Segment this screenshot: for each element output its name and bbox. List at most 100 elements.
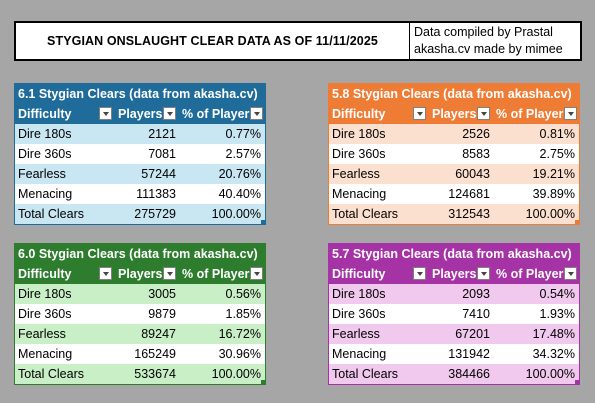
header-players[interactable]: Players [429,264,493,284]
cell-difficulty[interactable]: Dire 360s [332,307,386,321]
header-difficulty[interactable]: Difficulty [15,104,115,124]
table-header-row: Difficulty Players % of Players [329,104,579,124]
table-title[interactable]: 5.7 Stygian Clears (data from akasha.cv) [329,244,579,264]
cell-difficulty[interactable]: Menacing [332,347,387,361]
cell-difficulty[interactable]: Dire 360s [18,147,72,161]
cell-players[interactable]: 3005 [148,287,176,301]
cell-players[interactable]: 165249 [134,347,176,361]
cell-difficulty[interactable]: Fearless [332,327,380,341]
cell-players[interactable]: 60043 [455,167,490,181]
cell-difficulty[interactable]: Total Clears [18,207,84,221]
filter-dropdown-icon[interactable] [250,107,263,120]
header-percent[interactable]: % of Players [493,104,579,124]
cell-players[interactable]: 2093 [462,287,490,301]
cell-difficulty[interactable]: Total Clears [332,207,398,221]
cell-percent[interactable]: 1.93% [539,307,575,321]
cell-difficulty[interactable]: Fearless [18,167,66,181]
filter-dropdown-icon[interactable] [163,107,176,120]
filter-dropdown-icon[interactable] [477,267,490,280]
cell-players[interactable]: 384466 [448,367,490,381]
cell-difficulty[interactable]: Dire 180s [332,127,386,141]
table-title[interactable]: 6.0 Stygian Clears (data from akasha.cv) [15,244,265,264]
table-title[interactable]: 6.1 Stygian Clears (data from akasha.cv) [15,84,265,104]
cell-percent[interactable]: 2.75% [539,147,575,161]
filter-dropdown-icon[interactable] [477,107,490,120]
cell-difficulty[interactable]: Dire 360s [18,307,72,321]
cell-percent[interactable]: 34.32% [532,347,575,361]
cell-players[interactable]: 2526 [462,127,490,141]
cell-percent[interactable]: 19.21% [532,167,575,181]
cell-percent[interactable]: 0.54% [539,287,575,301]
cell-difficulty[interactable]: Menacing [332,187,387,201]
table-title[interactable]: 5.8 Stygian Clears (data from akasha.cv) [329,84,579,104]
table-resize-handle[interactable] [575,220,579,224]
sheet-title[interactable]: STYGIAN ONSLAUGHT CLEAR DATA AS OF 11/11… [16,23,410,59]
cell-percent[interactable]: 0.81% [539,127,575,141]
table-resize-handle[interactable] [261,380,265,384]
cell-percent[interactable]: 100.00% [525,207,575,221]
header-percent[interactable]: % of Players [179,104,265,124]
cell-percent[interactable]: 2.57% [225,147,261,161]
cell-players[interactable]: 8583 [462,147,490,161]
cell-players[interactable]: 7410 [462,307,490,321]
filter-dropdown-icon[interactable] [413,107,426,120]
cell-players[interactable]: 7081 [148,147,176,161]
cell-difficulty[interactable]: Fearless [332,167,380,181]
cell-players[interactable]: 111383 [136,187,176,201]
cell-percent[interactable]: 30.96% [218,347,261,361]
header-difficulty[interactable]: Difficulty [329,264,429,284]
cell-percent[interactable]: 100.00% [211,207,261,221]
cell-percent[interactable]: 16.72% [218,327,261,341]
cell-percent[interactable]: 1.85% [225,307,261,321]
cell-players[interactable]: 131942 [448,347,490,361]
cell-difficulty[interactable]: Total Clears [18,367,84,381]
header-players[interactable]: Players [429,104,493,124]
cell-players[interactable]: 67201 [455,327,490,341]
header-percent[interactable]: % of Players [179,264,265,284]
cell-difficulty[interactable]: Dire 180s [332,287,386,301]
table-row: Fearless 67201 17.48% [329,324,579,344]
filter-dropdown-icon[interactable] [413,267,426,280]
table-6-0-clears: 6.0 Stygian Clears (data from akasha.cv)… [14,243,266,385]
table-row: Fearless 89247 16.72% [15,324,265,344]
cell-difficulty[interactable]: Total Clears [332,367,398,381]
cell-difficulty[interactable]: Dire 360s [332,147,386,161]
table-resize-handle[interactable] [261,220,265,224]
table-row: Menacing 124681 39.89% [329,184,579,204]
cell-players[interactable]: 312543 [448,207,490,221]
cell-percent[interactable]: 20.76% [218,167,261,181]
cell-percent[interactable]: 100.00% [525,367,575,381]
filter-dropdown-icon[interactable] [99,267,112,280]
header-players[interactable]: Players [115,264,179,284]
cell-players[interactable]: 124681 [448,187,490,201]
credits-cell[interactable]: Data compiled by Prastal akasha.cv made … [410,23,580,59]
table-resize-handle[interactable] [575,380,579,384]
cell-difficulty[interactable]: Menacing [18,187,73,201]
header-players[interactable]: Players [115,104,179,124]
cell-players[interactable]: 2121 [148,127,176,141]
cell-percent[interactable]: 17.48% [532,327,575,341]
filter-dropdown-icon[interactable] [163,267,176,280]
cell-difficulty[interactable]: Dire 180s [18,127,72,141]
filter-dropdown-icon[interactable] [564,107,577,120]
cell-difficulty[interactable]: Menacing [18,347,73,361]
header-difficulty[interactable]: Difficulty [329,104,429,124]
cell-percent[interactable]: 100.00% [211,367,261,381]
cell-percent[interactable]: 40.40% [218,187,261,201]
filter-dropdown-icon[interactable] [99,107,112,120]
cell-players[interactable]: 57244 [141,167,176,181]
header-difficulty[interactable]: Difficulty [15,264,115,284]
header-percent[interactable]: % of Players [493,264,579,284]
cell-difficulty[interactable]: Fearless [18,327,66,341]
cell-players[interactable]: 275729 [134,207,176,221]
cell-players[interactable]: 533674 [134,367,176,381]
cell-percent[interactable]: 0.56% [225,287,261,301]
cell-players[interactable]: 89247 [141,327,176,341]
table-header-row: Difficulty Players % of Players [15,264,265,284]
cell-players[interactable]: 9879 [148,307,176,321]
filter-dropdown-icon[interactable] [564,267,577,280]
cell-percent[interactable]: 0.77% [225,127,261,141]
filter-dropdown-icon[interactable] [250,267,263,280]
cell-percent[interactable]: 39.89% [532,187,575,201]
cell-difficulty[interactable]: Dire 180s [18,287,72,301]
